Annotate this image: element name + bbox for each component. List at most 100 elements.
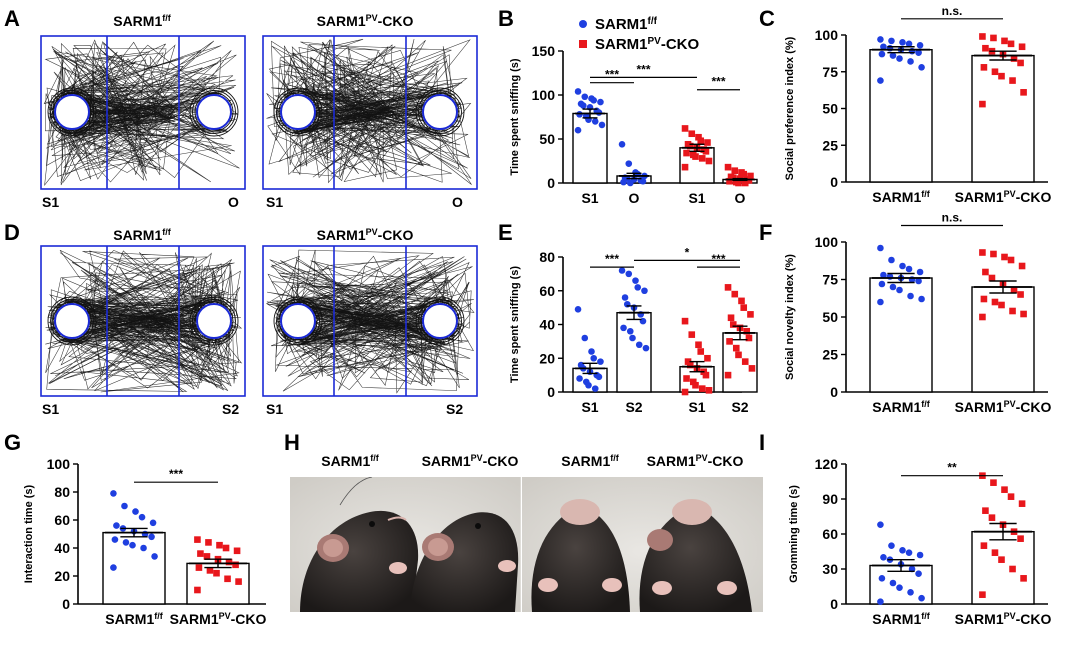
data-point <box>597 358 604 365</box>
data-point <box>688 331 696 338</box>
data-point <box>1007 493 1015 500</box>
data-point <box>899 262 906 270</box>
panel-letter-b: B <box>498 6 514 31</box>
trace-ring <box>47 87 97 137</box>
data-point <box>877 521 884 528</box>
data-point <box>574 306 582 313</box>
trace-ring <box>276 90 320 134</box>
data-point <box>625 160 633 167</box>
x-tick-label: O <box>735 190 746 206</box>
data-point <box>899 547 906 554</box>
data-point <box>194 536 201 543</box>
y-tick-label: 80 <box>539 249 555 265</box>
data-point <box>729 174 737 182</box>
trace-path <box>271 38 472 184</box>
chart-c-social-preference: 0 25 50 75 100 Social preference index (%) SAR… <box>784 4 1052 205</box>
data-point <box>641 287 648 295</box>
trace-ring <box>273 296 323 346</box>
bar-mean <box>616 311 652 393</box>
data-point <box>907 292 914 300</box>
significance-label: ** <box>947 461 957 475</box>
trace-ring <box>189 87 239 137</box>
data-point <box>880 43 887 51</box>
panel-letter-h: H <box>284 430 300 455</box>
data-point <box>915 277 922 285</box>
data-point <box>632 277 639 284</box>
data-point <box>1018 500 1026 507</box>
chart-i-grooming-time: 0 30 60 90 120 Gromming time (s) SARM1f/f SARM1… <box>788 456 1052 627</box>
data-point <box>877 298 884 306</box>
data-point <box>1018 262 1026 270</box>
trace-ring <box>415 87 465 137</box>
data-point <box>888 256 895 264</box>
data-point <box>988 514 996 521</box>
data-point <box>581 93 589 101</box>
data-point <box>1009 77 1016 84</box>
track-panel-d-cko: SARM1PV-CKO S1 S2 <box>262 227 478 417</box>
trace-ring <box>50 299 94 343</box>
x-tick-label: S1 <box>581 190 598 206</box>
trace-ring <box>278 301 318 341</box>
data-point <box>888 37 895 45</box>
data-point <box>222 544 230 552</box>
mouse-chin <box>672 499 712 525</box>
data-point <box>740 170 748 178</box>
data-point <box>698 385 706 392</box>
data-point <box>741 179 749 187</box>
data-point <box>1009 307 1016 315</box>
data-point <box>905 40 913 48</box>
y-axis-label: Social preference index (%) <box>784 36 796 180</box>
data-point <box>731 290 739 298</box>
data-point <box>1018 43 1026 51</box>
data-point <box>686 361 694 369</box>
data-point <box>1017 535 1024 542</box>
trace-ring <box>192 299 236 343</box>
trace-ring <box>415 296 465 346</box>
trace-path <box>266 39 471 183</box>
panel-letter-a: A <box>4 6 20 31</box>
data-point <box>991 298 999 306</box>
data-point <box>889 579 897 587</box>
data-point <box>1001 486 1008 493</box>
data-point <box>990 250 997 258</box>
data-point <box>132 508 139 515</box>
track-panel-a-ff: SARM1f/f S1 O <box>40 13 246 210</box>
trace-ring <box>47 296 97 346</box>
photo-label: SARM1f/f <box>561 453 620 469</box>
data-point <box>704 354 711 362</box>
mouse-photographs: SARM1f/f SARM1PV-CKO SARM1f/f SARM1PV-CK… <box>290 453 763 612</box>
data-point <box>129 541 136 549</box>
significance-label: *** <box>605 252 619 266</box>
data-point <box>216 541 223 549</box>
data-point <box>205 539 212 546</box>
panel-letter-f: F <box>759 220 772 245</box>
data-point <box>991 549 999 556</box>
data-point <box>982 44 989 52</box>
data-point <box>1010 55 1018 62</box>
data-point <box>224 575 231 583</box>
data-point <box>197 550 204 557</box>
data-point <box>982 268 989 276</box>
legend-label: SARM1f/f <box>595 16 658 34</box>
movement-traces <box>265 249 475 394</box>
data-point <box>121 502 128 510</box>
significance-label: * <box>685 245 690 259</box>
data-point <box>1020 575 1027 582</box>
data-point <box>576 375 583 382</box>
data-point <box>979 249 986 256</box>
bar-mean <box>869 49 933 183</box>
data-point <box>598 121 606 129</box>
data-point <box>618 140 626 148</box>
data-point <box>138 513 146 521</box>
data-point <box>692 381 699 389</box>
trace-ring <box>273 87 323 137</box>
data-point <box>681 163 689 171</box>
data-point <box>915 570 922 577</box>
y-tick-label: 0 <box>547 384 555 400</box>
data-point <box>915 49 922 56</box>
data-point <box>233 547 241 555</box>
movement-traces <box>266 38 472 185</box>
photo-label: SARM1f/f <box>321 453 380 469</box>
y-tick-label: 0 <box>830 174 838 190</box>
